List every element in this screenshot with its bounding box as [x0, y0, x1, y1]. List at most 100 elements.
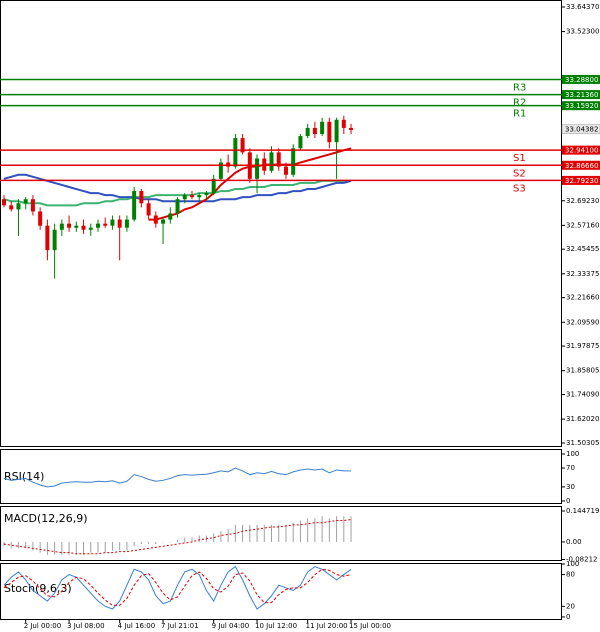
candle-body — [52, 229, 57, 251]
macd-bar — [104, 541, 106, 553]
candle-body — [30, 199, 35, 212]
pivot-price-box — [562, 90, 600, 100]
macd-bar — [39, 541, 41, 553]
x-tick-label: 2 Jul 00:00 — [24, 622, 62, 630]
moving-average — [3, 179, 352, 207]
candle-body — [276, 152, 281, 167]
candle-body — [255, 158, 260, 179]
macd-bar — [46, 541, 48, 555]
candle-body — [291, 148, 296, 175]
candle-body — [334, 119, 339, 143]
macd-bar — [292, 522, 294, 542]
candle-body — [341, 119, 346, 128]
indicator-line — [3, 467, 352, 488]
candle-body — [305, 127, 310, 137]
candle-body — [161, 219, 166, 224]
indicator-line — [3, 565, 352, 610]
macd-bar — [271, 524, 273, 542]
macd-bar — [25, 541, 27, 549]
candle-body — [74, 225, 79, 228]
candle-body — [197, 195, 202, 198]
y-tick-label: 0.144719 — [566, 507, 599, 515]
macd-bar — [191, 537, 193, 542]
macd-bar — [336, 516, 338, 542]
candle-body — [204, 193, 209, 196]
panel-frame — [0, 449, 562, 504]
macd-bar — [285, 524, 287, 542]
macd-bar — [350, 516, 352, 542]
macd-bar — [97, 541, 99, 553]
pivot-price: 32.94100 — [565, 147, 598, 155]
macd-bar — [314, 518, 316, 542]
macd-bar — [68, 541, 70, 555]
x-tick-label: 9 Jul 04:00 — [212, 622, 250, 630]
macd-bar — [220, 531, 222, 542]
macd-bar — [169, 541, 171, 543]
candle-body — [132, 191, 137, 220]
x-tick-label: 10 Jul 12:00 — [255, 622, 297, 630]
macd-bar — [278, 524, 280, 542]
macd-bar — [321, 516, 323, 542]
macd-bar — [90, 541, 92, 553]
x-tick-label: 15 Jul 00:00 — [349, 622, 391, 630]
y-tick-label: 32.21660 — [566, 294, 599, 302]
y-tick-label: 31.97875 — [566, 342, 599, 350]
pivot-price: 33.15920 — [565, 102, 598, 110]
macd-bar — [299, 520, 301, 542]
macd-signal — [3, 518, 352, 555]
pivot-price-box — [562, 160, 600, 170]
x-tick-label: 7 Jul 21:01 — [161, 622, 199, 630]
candle-body — [233, 138, 238, 167]
y-tick-label: 32.09590 — [566, 318, 599, 326]
pivot-name: R3 — [513, 82, 526, 93]
pivot-price-box — [562, 101, 600, 111]
macd-bar — [256, 524, 258, 542]
pivot-name: R1 — [513, 109, 526, 120]
macd-bar — [140, 541, 142, 545]
y-tick-label: 33.64370 — [566, 3, 599, 11]
pivot-price: 32.86660 — [565, 162, 598, 170]
macd-bar — [263, 524, 265, 542]
candle-body — [2, 199, 6, 206]
panel-frame — [0, 0, 562, 447]
macd-bar — [148, 541, 150, 545]
macd-bar — [184, 537, 186, 542]
candle-body — [103, 223, 108, 226]
x-tick-label: 4 Jul 16:00 — [118, 622, 156, 630]
pivot-price-box — [562, 74, 600, 84]
y-tick-label: 32.57160 — [566, 221, 599, 229]
indicator-title: RSI(14) — [4, 470, 44, 483]
y-tick-label: 31.74090 — [566, 391, 599, 399]
y-tick-label: 33.52300 — [566, 28, 599, 36]
macd-bar — [242, 524, 244, 542]
candle-body — [283, 166, 288, 175]
candle-body — [218, 162, 223, 179]
macd-bar — [227, 529, 229, 542]
candle-body — [67, 223, 72, 228]
macd-bar — [10, 541, 12, 549]
candle-body — [189, 195, 194, 198]
indicator-title: Stoch(9,6,3) — [4, 582, 72, 595]
pivot-price: 32.79230 — [565, 177, 598, 185]
candle-body — [124, 219, 129, 228]
candle-body — [16, 203, 21, 210]
candle-body — [211, 178, 216, 194]
y-tick-label: -0.08212 — [566, 556, 597, 564]
y-tick-label: 20 — [566, 602, 575, 610]
candle-body — [182, 195, 187, 200]
y-tick-label: 80 — [566, 571, 575, 579]
pivot-price: 33.28800 — [565, 76, 598, 84]
candle-body — [153, 215, 158, 224]
macd-bar — [133, 541, 135, 547]
y-tick-label: 100 — [566, 450, 579, 458]
candle-body — [45, 225, 50, 251]
y-tick-label: 0.00 — [566, 538, 582, 546]
pivot-name: S2 — [513, 168, 526, 179]
macd-bar — [162, 541, 164, 543]
candle-body — [95, 223, 100, 228]
macd-bar — [61, 541, 63, 555]
y-tick-label: 31.50305 — [566, 439, 599, 447]
macd-bar — [328, 518, 330, 542]
y-tick-label: 31.62020 — [566, 415, 599, 423]
candle-body — [240, 138, 245, 153]
